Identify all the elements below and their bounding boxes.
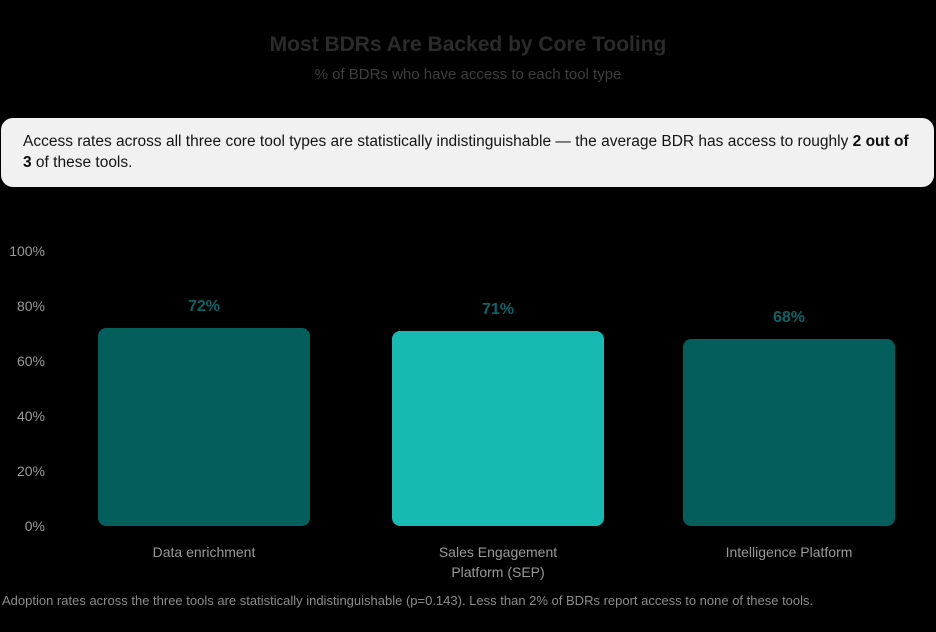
chart-footnote: Adoption rates across the three tools ar…	[2, 593, 814, 608]
y-tick-100: 100%	[9, 243, 45, 259]
callout-box: Access rates across all three core tool …	[1, 118, 934, 187]
bar-value-label: 72%	[187, 298, 221, 315]
callout-text-before: Access rates across all three core tool …	[23, 133, 853, 150]
bar-value-label: 68%	[772, 309, 806, 326]
y-tick-60: 60%	[16, 353, 45, 369]
bar-sep	[392, 330, 604, 526]
y-tick-20: 20%	[16, 463, 45, 479]
y-tick-40: 40%	[16, 408, 45, 424]
bar-value-label: 71%	[481, 300, 515, 318]
callout-text-after: of these tools.	[31, 154, 133, 171]
callout-text-bold: 2 out of 3	[23, 133, 909, 171]
y-tick-80: 80%	[16, 298, 45, 314]
x-axis-label-sep: Sales Engagement Platform (SEP)	[438, 544, 558, 580]
x-axis-label-data-enrichment: Data enrichment	[152, 544, 256, 560]
bar-intelligence-platform	[683, 339, 895, 526]
y-tick-0: 0%	[24, 518, 45, 534]
chart-subtitle: % of BDRs who have access to each tool t…	[314, 66, 622, 83]
chart-title: Most BDRs Are Backed by Core Tooling	[269, 33, 667, 56]
bar-data-enrichment	[98, 328, 310, 526]
x-axis-label-intelligence-platform: Intelligence Platform	[725, 544, 853, 560]
